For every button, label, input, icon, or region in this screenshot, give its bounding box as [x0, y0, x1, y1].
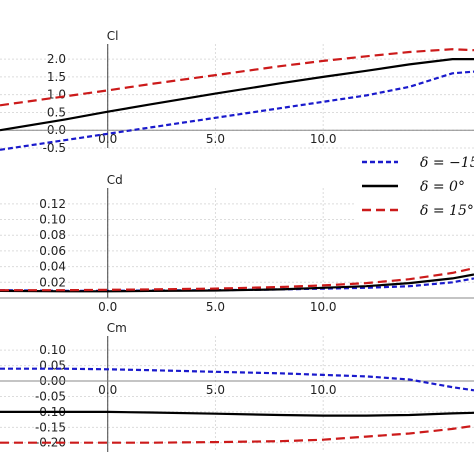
- y-tick-label: 0.10: [39, 343, 66, 357]
- x-tick-label: 0.0: [98, 300, 117, 314]
- panel-cd: 0.020.04 0.06 0.080.10 0.12 0.0 5.0 10.0 Cd: [0, 173, 474, 314]
- y-axis-label: Cm: [107, 321, 127, 335]
- series-line: [0, 48, 474, 107]
- panel-cl: -0.50.00.51.01.52.00.0 5.0 10.0Cl: [0, 29, 474, 155]
- legend-label: δ = −15°: [420, 155, 474, 171]
- x-tick-label: 5.0: [206, 300, 225, 314]
- series-line: [0, 70, 474, 151]
- y-tick-label: 2.0: [47, 52, 66, 66]
- y-tick-label: 0.12: [39, 197, 66, 211]
- y-tick-label: 0.10: [39, 213, 66, 227]
- y-tick-label: 0.05: [39, 359, 66, 373]
- y-tick-label: 0.04: [39, 260, 66, 274]
- y-tick-label: 0.06: [39, 244, 66, 258]
- y-axis-label: Cd: [107, 173, 123, 187]
- y-tick-label: 0.08: [39, 228, 66, 242]
- y-tick-label: -0.05: [35, 389, 66, 403]
- x-tick-label: 10.0: [310, 383, 337, 397]
- series-line: [0, 273, 474, 293]
- legend-label: δ = 15°: [420, 203, 474, 219]
- y-tick-label: 0.5: [47, 105, 66, 119]
- y-tick-label: -0.15: [35, 420, 66, 434]
- y-tick-label: 1.5: [47, 70, 66, 84]
- legend: δ = −15° δ = 0° δ = 15°: [355, 150, 474, 222]
- x-tick-label: 5.0: [206, 383, 225, 397]
- series-line: [0, 267, 474, 292]
- panel-cm: -0.20-0.15-0.10-0.050.000.050.100.0 5.0 10…: [0, 321, 474, 452]
- legend-label: δ = 0°: [420, 179, 465, 195]
- series-line: [0, 367, 474, 392]
- y-tick-label: 0.02: [39, 275, 66, 289]
- x-tick-label: 10.0: [310, 132, 337, 146]
- y-tick-label: -0.5: [43, 141, 66, 155]
- x-tick-label: 10.0: [310, 300, 337, 314]
- x-tick-label: 5.0: [206, 132, 225, 146]
- series-line: [0, 410, 474, 417]
- y-axis-label: Cl: [107, 29, 119, 43]
- series-line: [0, 424, 474, 444]
- y-tick-label: 1.0: [47, 88, 66, 102]
- series-line: [0, 57, 474, 132]
